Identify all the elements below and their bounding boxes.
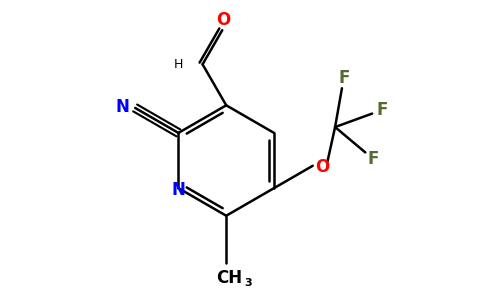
Text: N: N [115,98,129,116]
Text: H: H [174,58,183,71]
Text: O: O [315,158,329,176]
Text: F: F [338,69,349,87]
Text: F: F [377,101,388,119]
Text: CH: CH [216,269,242,287]
Text: N: N [171,181,185,199]
Text: O: O [216,11,230,29]
Text: 3: 3 [244,278,252,288]
Text: F: F [368,150,379,168]
